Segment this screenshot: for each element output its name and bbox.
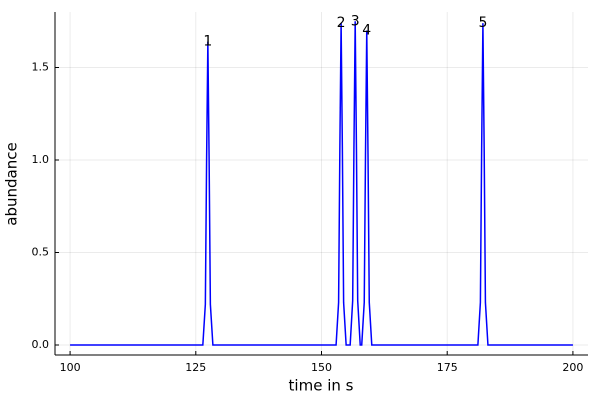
y-tick-label: 0.5 (32, 246, 50, 259)
annotation: 4 (362, 23, 371, 39)
y-tick-label: 1.5 (32, 61, 50, 74)
annotation: 2 (337, 15, 346, 31)
x-tick-label: 150 (311, 361, 332, 374)
x-tick-label: 175 (437, 361, 458, 374)
annotation: 5 (478, 15, 487, 31)
data-line (70, 21, 573, 346)
x-tick-label: 100 (60, 361, 81, 374)
y-tick-label: 1.0 (32, 153, 50, 166)
y-axis-label: abundance (3, 142, 21, 225)
annotation: 3 (351, 13, 360, 29)
x-tick-label: 125 (185, 361, 206, 374)
x-tick-label: 200 (562, 361, 583, 374)
annotation: 1 (203, 34, 212, 50)
x-axis-label: time in s (289, 377, 354, 395)
y-tick-label: 0.0 (32, 338, 50, 351)
